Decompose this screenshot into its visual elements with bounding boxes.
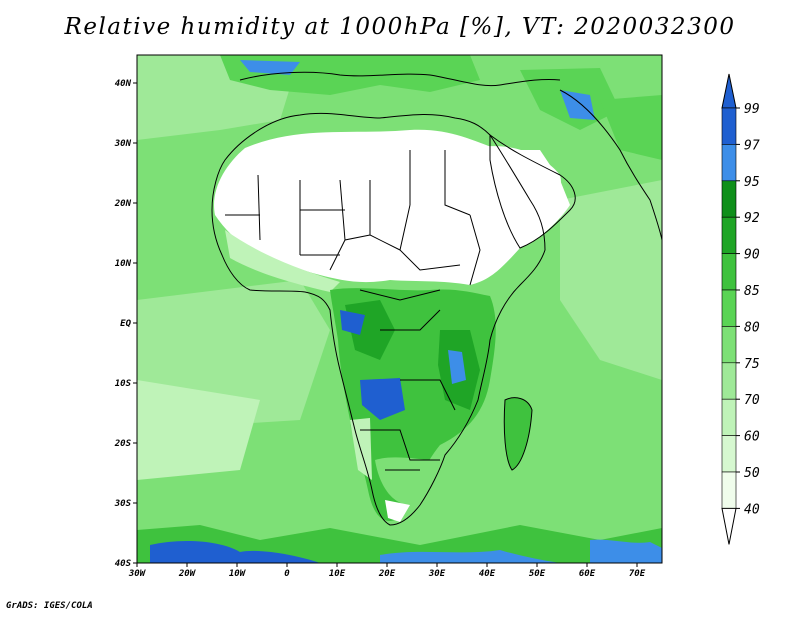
colorbar-label: 60 [744, 430, 760, 445]
colorbar-segment [721, 253, 737, 291]
southern-ocean-saturated [150, 540, 320, 563]
chart-title: Relative humidity at 1000hPa [%], VT: 20… [64, 14, 736, 40]
europe-coastline [239, 71, 561, 87]
colorbar-label: 80 [744, 320, 760, 335]
southern-ocean-saturated [380, 550, 560, 563]
x-tick-label: 60E [579, 569, 596, 579]
ocean-field-light [560, 180, 662, 380]
x-tick-label: 40E [479, 569, 496, 579]
arabia-dry-zone [470, 146, 561, 220]
congo-saturated [340, 310, 365, 335]
colorbar-label: 99 [744, 102, 760, 117]
x-tick-label: 0 [284, 569, 290, 579]
x-tick-label: 20W [178, 569, 197, 579]
y-tick-label: 40S [115, 559, 132, 569]
y-tick-label: 10N [115, 259, 132, 269]
colorbar-label: 50 [744, 466, 760, 481]
colorbar-label: 40 [744, 502, 760, 517]
coastlines [211, 71, 662, 526]
colorbar-segment [721, 216, 737, 254]
europe-saturated [240, 60, 300, 75]
colorbar-label: 90 [744, 248, 760, 263]
colorbar-segment [721, 107, 737, 145]
axis-ticks: 30W 20W 10W 0 10E 20E 30E 40E 50E 60E 70E 40N 30N 20N… [114, 79, 646, 579]
colorbar-top-arrow [721, 73, 737, 109]
colorbar-segment [721, 471, 737, 509]
sahel-transition [225, 230, 340, 292]
grads-credit: GrADS: IGES/COLA [6, 601, 93, 611]
colorbar-segment [721, 435, 737, 473]
colorbar-segment [721, 326, 737, 364]
y-tick-label: 20S [114, 439, 132, 449]
colorbar-segment [721, 362, 737, 400]
colorbar-label: 92 [744, 211, 760, 226]
southern-ocean-saturated [590, 539, 662, 563]
colorbar-segment [721, 398, 737, 436]
colorbar-segment [721, 289, 737, 327]
angola-saturated [360, 378, 405, 420]
madagascar-coastline [503, 397, 533, 471]
colorbar: 99 97 95 92 90 85 80 75 70 60 50 40 [721, 73, 760, 545]
colorbar-label: 97 [744, 138, 760, 153]
y-tick-label: EQ [120, 319, 131, 329]
colorbar-segment [721, 180, 737, 218]
colorbar-label: 85 [744, 284, 760, 299]
asia-field [600, 95, 662, 160]
y-tick-label: 40N [115, 79, 132, 89]
colorbar-label: 75 [744, 357, 760, 372]
colorbar-label: 95 [744, 175, 760, 190]
x-tick-label: 20E [378, 569, 396, 579]
colorbar-bottom-arrow [721, 507, 737, 545]
asia-coastline [559, 89, 662, 241]
country-borders [225, 150, 481, 471]
x-tick-label: 30W [128, 569, 147, 579]
colorbar-label: 70 [744, 393, 760, 408]
x-tick-label: 30E [428, 569, 446, 579]
x-tick-label: 50E [529, 569, 546, 579]
map-frame [136, 54, 663, 564]
y-tick-label: 10S [115, 379, 132, 389]
middle-east-saturated [560, 90, 595, 120]
x-tick-label: 10E [329, 569, 346, 579]
x-tick-label: 70E [629, 569, 646, 579]
southern-africa-field [375, 457, 440, 505]
x-tick-label: 10W [229, 569, 247, 579]
y-tick-label: 20N [114, 199, 132, 209]
arabia-coastline [489, 134, 576, 249]
africa-coastline [211, 112, 546, 526]
y-tick-label: 30N [114, 139, 132, 149]
ocean-field-light [137, 380, 260, 480]
madagascar-field [504, 397, 532, 470]
y-tick-label: 30S [114, 499, 132, 509]
map-plot-area [137, 55, 662, 563]
great-lakes-saturated [448, 350, 466, 384]
cape-dry [385, 500, 410, 522]
colorbar-segment [721, 144, 737, 182]
